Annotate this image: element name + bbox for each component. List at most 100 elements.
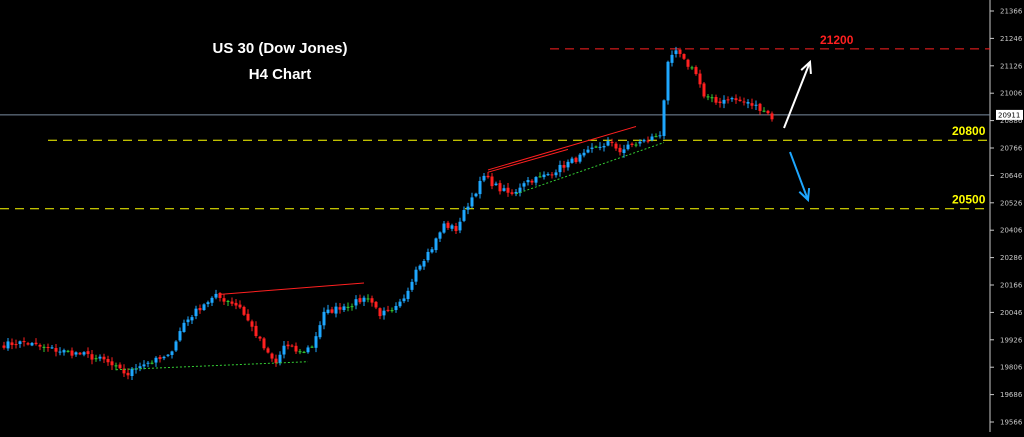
candle bbox=[78, 352, 82, 356]
candle bbox=[622, 144, 626, 158]
candle-body bbox=[6, 341, 10, 349]
candle-body bbox=[2, 345, 6, 348]
candle-body bbox=[198, 308, 202, 311]
candle bbox=[222, 294, 226, 306]
candle bbox=[642, 138, 646, 143]
candle bbox=[690, 65, 694, 70]
candle-body bbox=[378, 308, 382, 317]
candle bbox=[574, 156, 578, 164]
candle bbox=[454, 222, 458, 235]
candle bbox=[466, 202, 470, 215]
candle-body bbox=[266, 348, 270, 353]
candle-body bbox=[150, 362, 154, 364]
candle bbox=[58, 347, 62, 356]
candle bbox=[714, 94, 718, 105]
candle-body bbox=[98, 356, 102, 359]
candle-body bbox=[158, 357, 162, 360]
candle bbox=[86, 347, 90, 358]
candle-body bbox=[750, 103, 754, 106]
candle-body bbox=[334, 306, 338, 314]
price-axis: 21366 21246 21126 21006 20886 20766 20646 20526… bbox=[989, 0, 1023, 432]
candle-body bbox=[122, 368, 126, 374]
candle-body bbox=[170, 351, 174, 355]
candle bbox=[514, 188, 518, 197]
candle-body bbox=[518, 187, 522, 194]
candle bbox=[570, 156, 574, 164]
candle bbox=[734, 94, 738, 104]
candle-body bbox=[306, 347, 310, 353]
candle bbox=[710, 94, 714, 103]
candle bbox=[26, 341, 30, 346]
candle bbox=[462, 206, 466, 223]
candle-body bbox=[754, 104, 758, 106]
candle bbox=[314, 332, 318, 353]
candle bbox=[226, 299, 230, 306]
candle bbox=[694, 65, 698, 76]
candle-body bbox=[274, 358, 278, 364]
candle-body bbox=[90, 354, 94, 360]
candle-body bbox=[510, 192, 514, 194]
candle bbox=[638, 139, 642, 147]
candle-body bbox=[350, 306, 354, 308]
trendline-5 bbox=[515, 142, 665, 195]
candle-body bbox=[470, 197, 474, 207]
candle bbox=[30, 341, 34, 347]
candle bbox=[422, 258, 426, 270]
candle-body bbox=[330, 309, 334, 313]
price-tick-label: 20286 bbox=[1000, 254, 1023, 262]
candle bbox=[474, 192, 478, 198]
candle-body bbox=[498, 183, 502, 192]
candle-body bbox=[502, 188, 506, 191]
candle bbox=[630, 142, 634, 148]
candle bbox=[50, 344, 54, 350]
candle-body bbox=[494, 183, 498, 186]
candle bbox=[198, 304, 202, 314]
candle-body bbox=[594, 146, 598, 148]
candle bbox=[394, 302, 398, 313]
candle bbox=[558, 160, 562, 177]
candle bbox=[654, 133, 658, 138]
candle-body bbox=[282, 345, 286, 355]
candle-body bbox=[338, 307, 342, 310]
candle bbox=[182, 319, 186, 333]
candle bbox=[482, 172, 486, 183]
candle-body bbox=[402, 298, 406, 302]
price-tick-label: 19686 bbox=[1000, 391, 1023, 399]
candle-body bbox=[86, 351, 90, 355]
chart-title: US 30 (Dow Jones) bbox=[212, 40, 348, 57]
price-tick-label: 21246 bbox=[1000, 35, 1023, 43]
candle-body bbox=[118, 364, 122, 369]
candle bbox=[306, 345, 310, 354]
candle bbox=[54, 343, 58, 357]
candle bbox=[754, 100, 758, 111]
candle-body bbox=[670, 54, 674, 63]
candle bbox=[74, 351, 78, 357]
price-tick-label: 19566 bbox=[1000, 419, 1023, 427]
candle bbox=[62, 348, 66, 356]
candle bbox=[82, 351, 86, 357]
candle bbox=[10, 338, 14, 350]
current-price-box bbox=[996, 109, 1023, 120]
candle-body bbox=[310, 346, 314, 348]
candle bbox=[442, 220, 446, 234]
candle-body bbox=[694, 67, 698, 75]
candle-body bbox=[18, 341, 22, 345]
trendline-1 bbox=[219, 282, 365, 295]
candle bbox=[350, 303, 354, 311]
candle bbox=[682, 53, 686, 60]
candle bbox=[210, 296, 214, 307]
candle bbox=[90, 349, 94, 365]
candle bbox=[390, 307, 394, 313]
candle bbox=[426, 248, 430, 263]
bullish-arrow-shaft bbox=[783, 61, 811, 129]
bearish-arrow bbox=[789, 151, 811, 203]
price-tick-label: 21006 bbox=[1000, 90, 1023, 98]
candle-body bbox=[438, 232, 442, 239]
current-price-label: 20911 bbox=[998, 111, 1020, 119]
candle-body bbox=[390, 310, 394, 312]
candle bbox=[374, 301, 378, 310]
candle-body bbox=[606, 141, 610, 146]
price-tick-label: 20646 bbox=[1000, 172, 1023, 180]
candle bbox=[418, 264, 422, 272]
